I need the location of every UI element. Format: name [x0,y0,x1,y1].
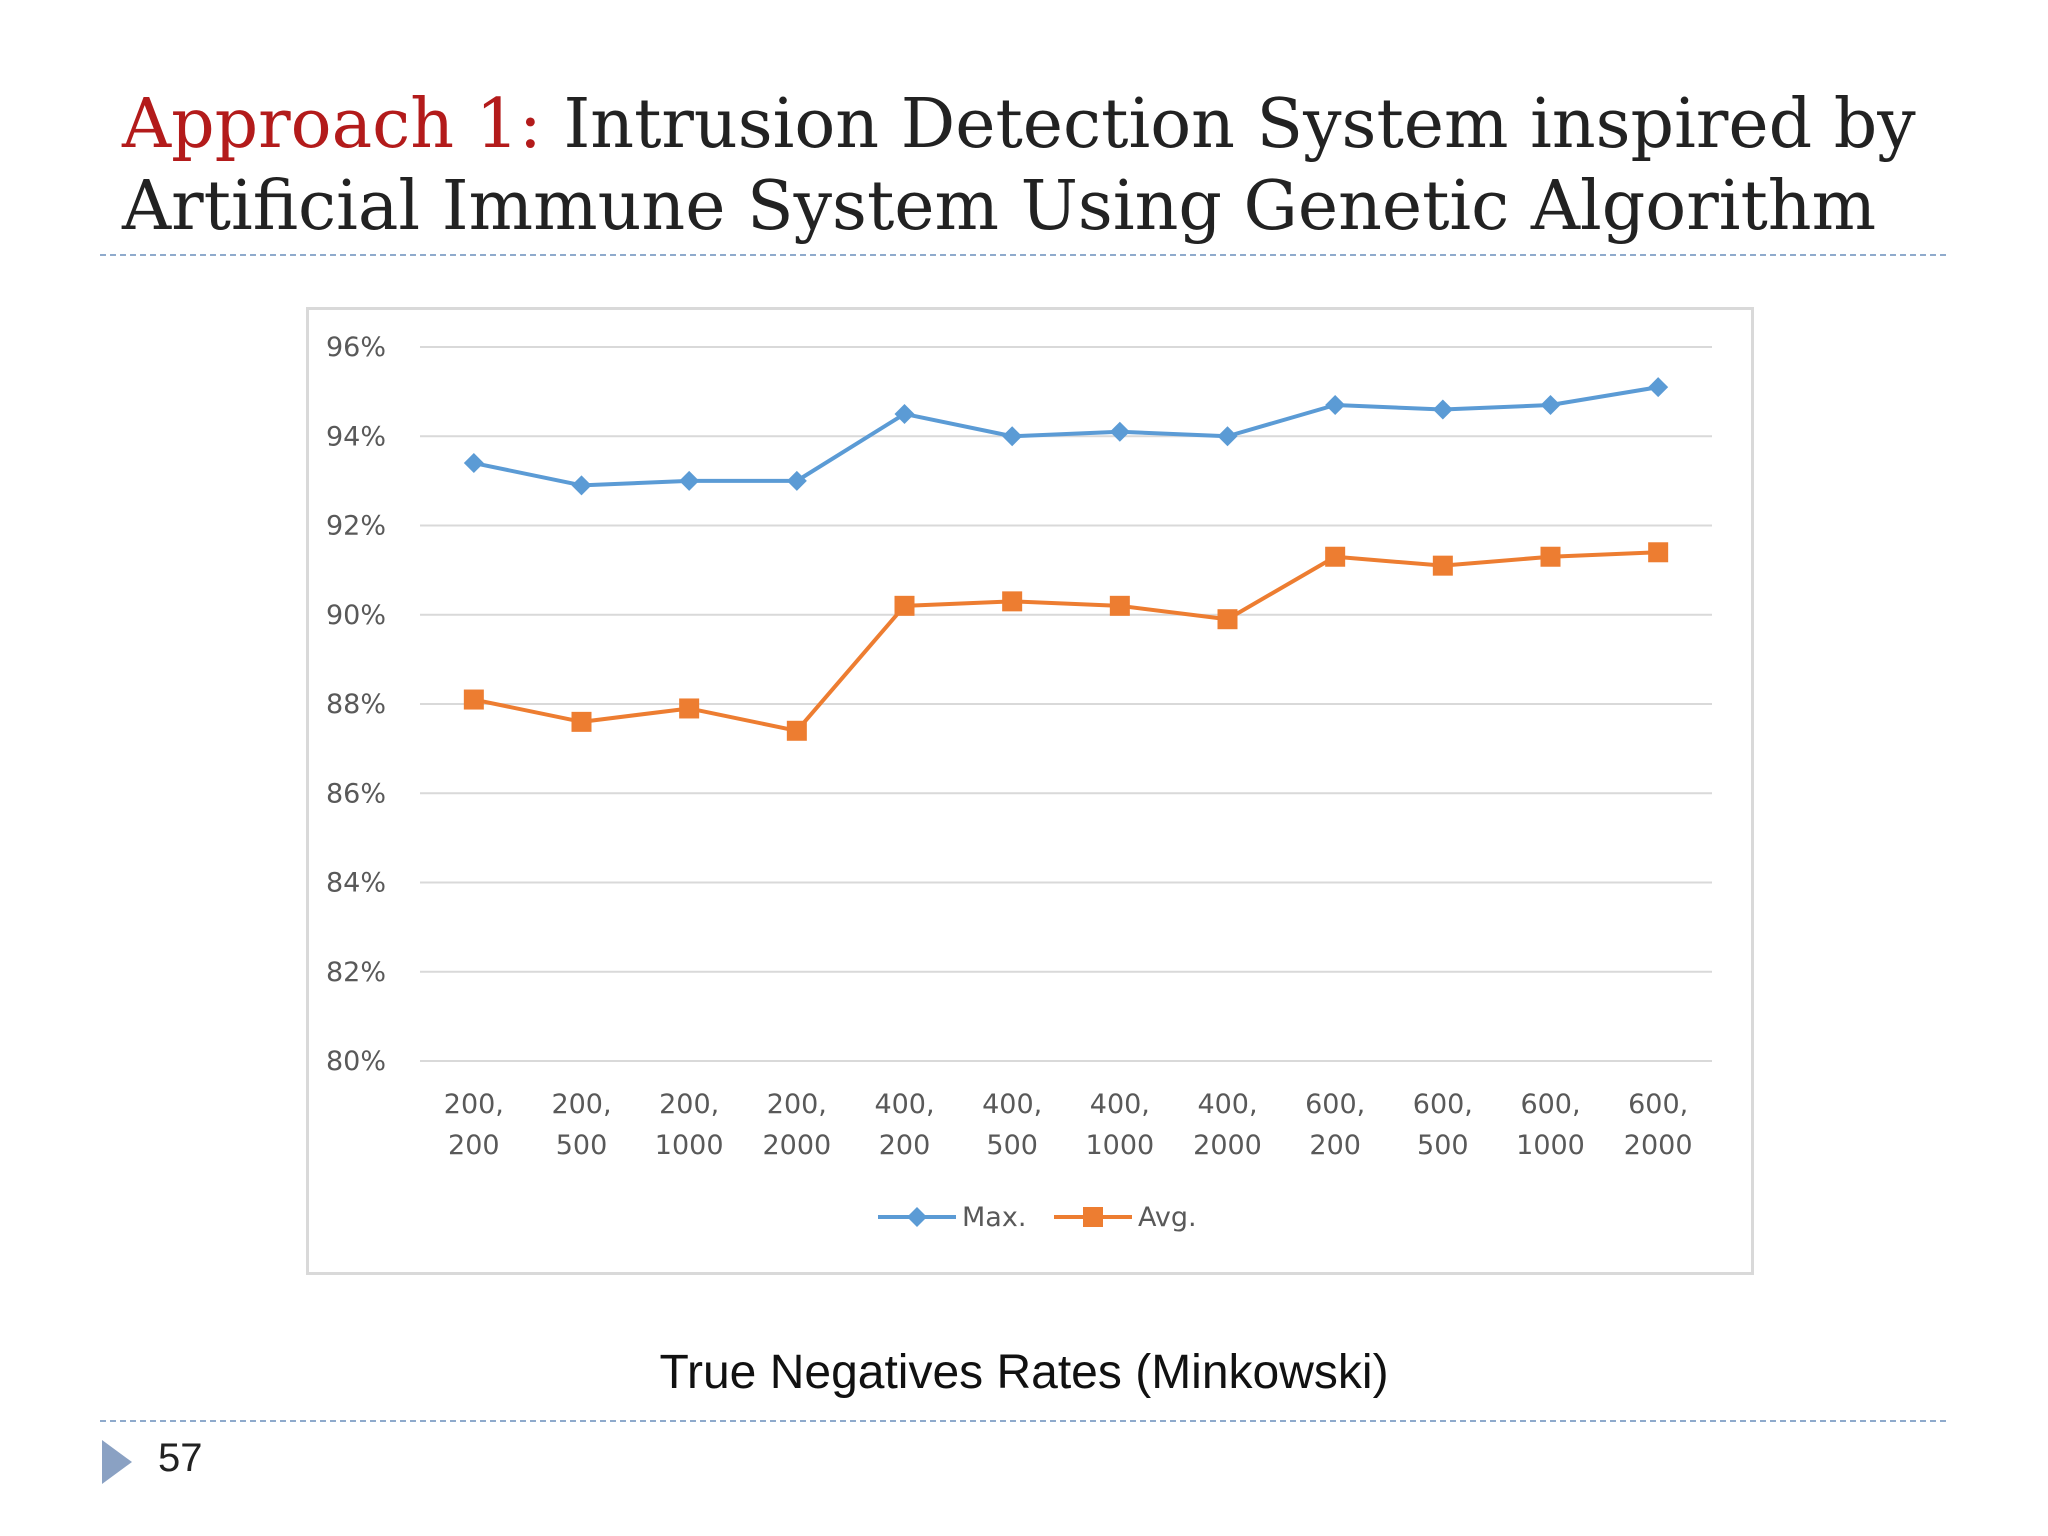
y-tick-label: 92% [326,511,386,542]
x-tick-label: 400, [982,1089,1042,1120]
data-point-avg [1540,546,1561,567]
data-point-avg [463,689,484,710]
y-tick-label: 90% [326,600,386,631]
x-tick-label: 200 [1309,1130,1361,1161]
y-tick-label: 82% [326,957,386,988]
x-tick-label: 1000 [1085,1130,1154,1161]
legend-marker-max [907,1207,927,1227]
data-point-avg [1002,591,1023,612]
y-tick-label: 84% [326,868,386,899]
legend-marker-avg [1083,1207,1103,1227]
title-divider [100,254,1946,256]
data-point-avg [786,720,807,741]
x-tick-label: 500 [556,1130,608,1161]
data-point-max [1432,399,1453,420]
y-tick-label: 96% [326,332,386,363]
data-point-max [1648,377,1669,398]
slide-number: 57 [158,1436,203,1480]
data-point-max [894,403,915,424]
x-tick-label: 500 [1417,1130,1469,1161]
slide-marker-triangle-icon [102,1440,132,1484]
footer-divider [100,1420,1946,1422]
legend-label-avg: Avg. [1138,1202,1197,1233]
data-point-max [463,453,484,474]
data-point-avg [679,698,700,719]
chart-frame [306,307,1754,1275]
x-tick-label: 600, [1520,1089,1580,1120]
data-point-max [679,470,700,491]
chart-caption: True Negatives Rates (Minkowski) [659,1346,1389,1399]
x-tick-label: 600, [1628,1089,1688,1120]
data-point-max [1217,426,1238,447]
x-tick-label: 2000 [1193,1130,1262,1161]
data-point-max [1002,426,1023,447]
data-point-max [1540,395,1561,416]
data-point-avg [1109,595,1130,616]
data-point-avg [1432,555,1453,576]
x-tick-label: 400, [1197,1089,1257,1120]
x-tick-label: 200, [767,1089,827,1120]
y-tick-label: 88% [326,689,386,720]
data-point-avg [1217,609,1238,630]
x-tick-label: 400, [1090,1089,1150,1120]
legend-label-max: Max. [962,1202,1026,1233]
y-tick-label: 86% [326,778,386,809]
x-tick-label: 600, [1305,1089,1365,1120]
line-chart: 80% 82% 84% 86% 88% 90% 92% 94% 96% 200, 200 200, 50… [326,332,1712,1233]
data-point-avg [894,595,915,616]
data-point-max [1109,421,1130,442]
x-tick-label: 2000 [762,1130,831,1161]
data-point-max [786,470,807,491]
title-text: Intrusion Detection System inspired by A… [122,85,1916,246]
data-point-avg [1648,542,1669,563]
slide-title: Approach 1: Intrusion Detection System i… [122,84,1962,248]
data-point-max [1325,395,1346,416]
series-line-avg [473,550,1659,733]
x-tick-label: 600, [1413,1089,1473,1120]
x-tick-label: 200 [879,1130,931,1161]
y-tick-label: 80% [326,1046,386,1077]
title-prefix: Approach 1: [122,85,542,164]
data-point-avg [1325,546,1346,567]
data-point-max [571,475,592,496]
x-tick-label: 2000 [1624,1130,1693,1161]
data-point-avg [571,711,592,732]
x-tick-label: 1000 [655,1130,724,1161]
y-tick-label: 94% [326,421,386,452]
series-line-max [473,385,1659,488]
x-tick-label: 1000 [1516,1130,1585,1161]
x-tick-label: 400, [874,1089,934,1120]
x-tick-label: 200 [448,1130,500,1161]
x-tick-label: 200, [551,1089,611,1120]
x-tick-label: 200, [444,1089,504,1120]
x-tick-label: 500 [986,1130,1038,1161]
x-tick-label: 200, [659,1089,719,1120]
